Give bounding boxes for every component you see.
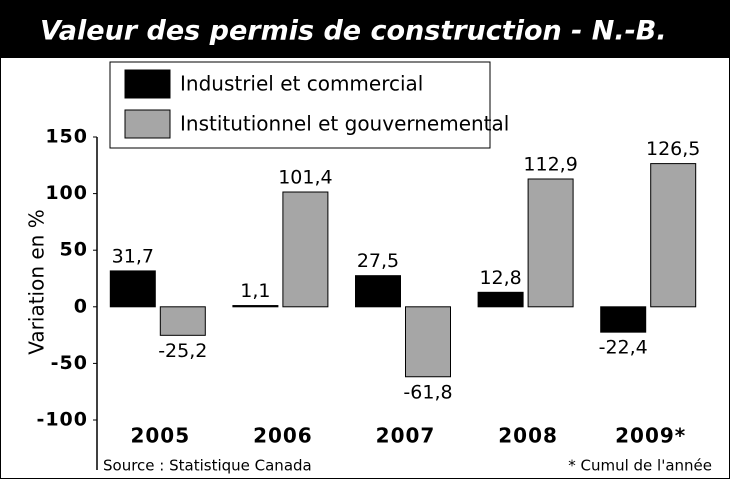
x-tick-label: 2008 — [498, 424, 558, 448]
y-tick-label: -50 — [51, 352, 88, 374]
value-label: 101,4 — [278, 167, 332, 189]
bar — [600, 306, 647, 333]
value-label: 112,9 — [523, 153, 577, 175]
bar — [282, 191, 329, 308]
y-tick-label: 150 — [45, 126, 88, 148]
bar — [109, 270, 156, 308]
value-label: -25,2 — [158, 340, 207, 362]
y-tick-label: -100 — [36, 409, 88, 431]
bar — [159, 306, 206, 336]
legend-label: Institutionnel et gouvernemental — [180, 112, 509, 136]
legend-label: Industriel et commercial — [180, 72, 423, 96]
value-label: 31,7 — [112, 245, 154, 267]
bar — [527, 178, 574, 308]
source: Source : Statistique Canada — [103, 457, 312, 475]
y-tick-label: 50 — [60, 239, 88, 261]
value-label: -61,8 — [403, 381, 452, 403]
value-label: 126,5 — [646, 138, 700, 160]
legend — [109, 61, 491, 149]
y-tick-label: 0 — [74, 295, 88, 317]
y-tick-label: 100 — [45, 182, 88, 204]
bar — [477, 291, 524, 308]
x-tick-label: 2007 — [376, 424, 436, 448]
bar — [232, 305, 279, 308]
chart-title: Valeur des permis de construction - N.-B… — [40, 16, 667, 47]
title-bar — [0, 0, 730, 58]
legend-swatch — [124, 69, 171, 99]
bar — [405, 306, 451, 378]
footnote: * Cumul de l'année — [568, 457, 712, 475]
x-tick-label: 2005 — [130, 424, 190, 448]
x-tick-label: 2006 — [253, 424, 313, 448]
x-tick-label: 2009* — [615, 424, 686, 448]
value-label: 27,5 — [357, 250, 399, 272]
value-label: 1,1 — [240, 280, 270, 302]
bar — [355, 275, 401, 308]
bar — [650, 163, 697, 308]
y-axis-label: Variation en % — [25, 209, 49, 354]
legend-swatch — [124, 109, 171, 139]
value-label: 12,8 — [479, 267, 521, 289]
value-label: -22,4 — [599, 337, 648, 359]
